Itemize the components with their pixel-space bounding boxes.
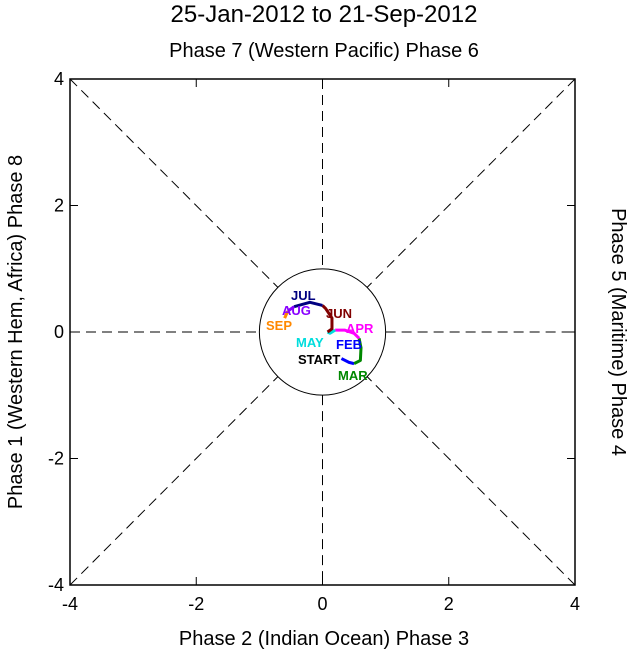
trajectory-feb xyxy=(340,357,355,366)
unit-circle xyxy=(258,268,387,396)
phase-divider-line xyxy=(366,376,576,586)
month-label-apr: APR xyxy=(346,321,374,336)
y-tick-label: 4 xyxy=(54,69,64,89)
phase-divider-line xyxy=(69,78,279,288)
month-label-jun: JUN xyxy=(326,306,352,321)
y-tick-label: -4 xyxy=(48,575,64,595)
start-label: START xyxy=(298,352,340,367)
trajectory-aug xyxy=(286,305,295,313)
top-axis-label: Phase 7 (Western Pacific) Phase 6 xyxy=(169,40,479,62)
x-tick-label: -2 xyxy=(188,594,204,614)
chart-title: 25-Jan-2012 to 21-Sep-2012 xyxy=(171,1,478,28)
month-label-jul: JUL xyxy=(291,288,316,303)
month-label-aug: AUG xyxy=(282,303,311,318)
trajectory-mar xyxy=(353,338,363,365)
trajectory-jul xyxy=(293,300,323,309)
month-label-mar: MAR xyxy=(338,368,368,383)
x-tick-label: -4 xyxy=(62,594,78,614)
right-axis-label: Phase 5 (Maritime) Phase 4 xyxy=(607,208,628,456)
x-tick-label: 4 xyxy=(570,594,580,614)
x-tick-label: 2 xyxy=(444,594,454,614)
month-label-feb: FEB xyxy=(336,337,362,352)
month-label-sep: SEP xyxy=(266,318,292,333)
left-axis-label: Phase 1 (Western Hem, Africa) Phase 8 xyxy=(5,155,27,509)
month-label-may: MAY xyxy=(296,335,324,350)
x-tick-label: 0 xyxy=(317,594,327,614)
bottom-axis-label: Phase 2 (Indian Ocean) Phase 3 xyxy=(179,628,469,650)
phase-divider-line xyxy=(366,78,576,288)
phase-divider-line xyxy=(69,376,279,586)
y-tick-label: 0 xyxy=(54,322,64,342)
trajectory-sep xyxy=(283,310,290,319)
trajectory-apr xyxy=(335,328,361,340)
y-tick-label: 2 xyxy=(54,196,64,216)
y-tick-label: -2 xyxy=(48,449,64,469)
trajectory-jun xyxy=(321,304,334,334)
